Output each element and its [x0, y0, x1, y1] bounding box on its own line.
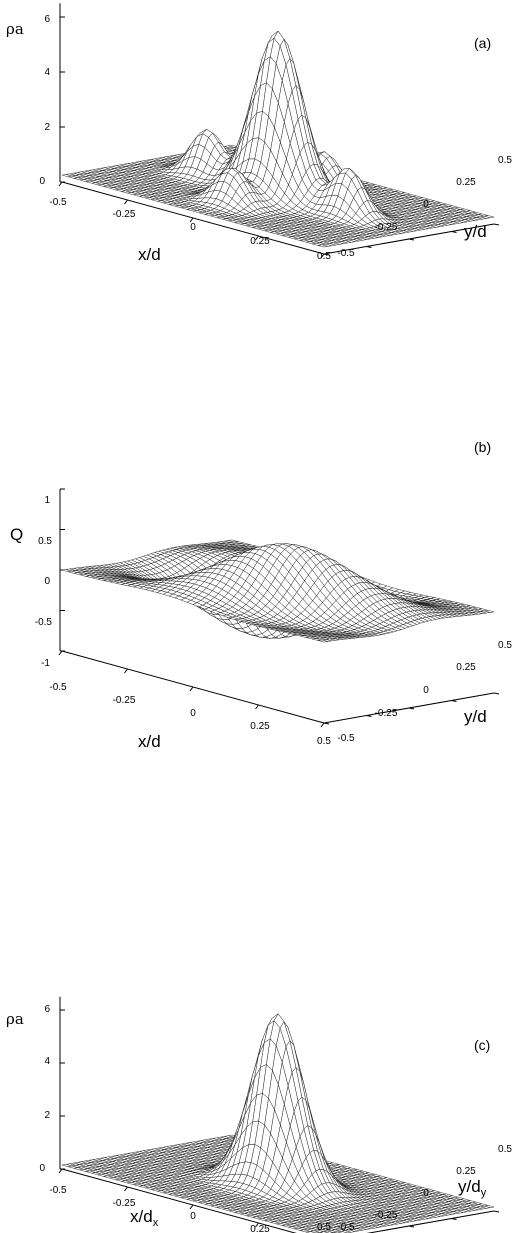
z-ticks-b: -1 -0.5 0 0.5 1: [35, 495, 53, 669]
panel-label: (a): [474, 35, 491, 51]
x-tick-mark: [124, 1186, 128, 1192]
x-ticks-b: -0.5 -0.25 0 0.25 0.5: [49, 682, 331, 747]
z-axis-label: ρa: [6, 20, 24, 38]
y-tick-label: -0.25: [375, 708, 398, 719]
surface-mesh-cell: [317, 639, 328, 643]
y-axis-label: y/d: [464, 707, 487, 726]
x-tick-label: -0.5: [49, 682, 67, 693]
y-tick-label: -0.25: [375, 222, 398, 233]
x-tick-label: -0.5: [49, 197, 67, 208]
y-tick-label: 0.5: [498, 155, 512, 166]
z-tick-label: -1: [41, 658, 50, 669]
x-tick-mark: [58, 650, 63, 656]
x-tick-mark: [58, 1168, 63, 1174]
z-ticks-a: 0 2 4 6: [39, 14, 50, 187]
mesh-b: [61, 539, 495, 643]
x-tick-mark: [320, 253, 325, 259]
y-tick-mark: [408, 707, 415, 710]
x-tick-label: -0.25: [113, 695, 136, 706]
x-axis-label: x/d: [138, 245, 161, 264]
x-tick-mark: [189, 1204, 194, 1210]
y-tick-label: 0.25: [456, 177, 476, 188]
z-tick-label: 6: [44, 14, 50, 25]
x-tick-mark: [255, 704, 259, 710]
z-axis-label: Q: [10, 525, 23, 544]
surface-mesh-cell: [317, 244, 328, 248]
y-tick-label: 0.25: [456, 662, 476, 673]
surface-panel-c: 0 2 4 6 -0.5 -0.25 0 0.25 0.5 -0.5 -0.25…: [0, 960, 514, 1233]
y-tick-mark: [366, 715, 372, 717]
x-tick-label: 0.5: [317, 251, 331, 262]
z-tick-label: 2: [44, 122, 50, 133]
x-tick-label: -0.25: [113, 209, 136, 220]
x-axis-label: x/d: [138, 732, 161, 751]
y-tick-mark: [408, 1225, 415, 1228]
z-tick-label: 1: [44, 495, 50, 506]
x-tick-mark: [189, 217, 194, 223]
x-tick-mark: [255, 1222, 259, 1228]
panel-label: (b): [474, 439, 491, 455]
y-tick-label: 0.5: [498, 640, 512, 651]
y-ticks-b: -0.5 -0.25 0 0.25 0.5: [337, 640, 512, 744]
axes-c: [58, 996, 500, 1233]
x-tick-mark: [189, 686, 194, 692]
surface-plot-b: -1 -0.5 0 0.5 1 -0.5 -0.25 0 0.25 0.5 -0…: [10, 439, 512, 751]
y-tick-label: 0: [423, 685, 429, 696]
y-tick-mark: [323, 253, 330, 256]
y-tick-label: -0.5: [337, 248, 355, 259]
x-ticks-a: -0.5 -0.25 0 0.25 0.5: [49, 197, 331, 262]
y-tick-mark: [451, 1218, 457, 1220]
x-tick-mark: [124, 668, 128, 674]
surface-plot-c: 0 2 4 6 -0.5 -0.25 0 0.25 0.5 -0.5 -0.25…: [6, 996, 512, 1233]
z-tick-label: 0.5: [38, 536, 52, 547]
x-tick-label: 0: [190, 222, 196, 233]
mesh-a: [61, 30, 495, 248]
x-tick-label: 0.25: [250, 236, 270, 247]
surface-panel-a: 0 2 4 6 -0.5 -0.25 0 0.25 0.5 -0.5 -0.25…: [0, 0, 514, 270]
y-axis-label: y/d: [464, 222, 487, 241]
y-tick-mark: [323, 722, 330, 725]
x-tick-label: 0.25: [250, 721, 270, 732]
x-tick-label: 0.5: [317, 736, 331, 747]
surface-plot-a: 0 2 4 6 -0.5 -0.25 0 0.25 0.5 -0.5 -0.25…: [6, 3, 512, 264]
y-tick-mark: [451, 700, 457, 702]
x-tick-mark: [58, 181, 63, 187]
y-tick-mark: [366, 246, 372, 248]
y-tick-mark: [451, 231, 457, 233]
z-tick-label: 0: [39, 176, 45, 187]
z-tick-label: -0.5: [35, 617, 53, 628]
x-tick-mark: [255, 235, 259, 241]
mesh-c: [61, 1013, 495, 1233]
y-tick-mark: [408, 238, 415, 241]
axes-b: [58, 488, 500, 728]
y-tick-mark: [493, 1210, 500, 1213]
x-tick-mark: [124, 199, 128, 205]
axes-a: [58, 3, 500, 259]
y-ticks-a: -0.5 -0.25 0 0.25 0.5: [337, 155, 512, 259]
y-tick-label: -0.5: [337, 733, 355, 744]
x-tick-label: 0: [190, 708, 196, 719]
y-tick-mark: [493, 692, 500, 695]
y-tick-label: 0: [423, 199, 429, 210]
surface-panel-b: -1 -0.5 0 0.5 1 -0.5 -0.25 0 0.25 0.5 -0…: [0, 430, 514, 760]
y-tick-mark: [493, 223, 500, 226]
z-tick-label: 0: [44, 576, 50, 587]
x-tick-mark: [320, 722, 325, 728]
z-tick-label: 4: [44, 67, 50, 78]
